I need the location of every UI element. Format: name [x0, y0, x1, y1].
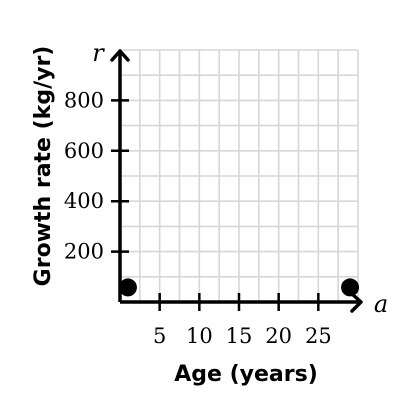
x-tick-label: 25	[305, 324, 332, 348]
x-axis-arrow	[350, 292, 363, 313]
x-tick-label: 15	[226, 324, 253, 348]
y-tick-label: 200	[64, 240, 104, 264]
x-tick-label: 10	[186, 324, 213, 348]
x-tick-label: 5	[153, 324, 166, 348]
x-axis-variable: a	[374, 290, 388, 318]
grid	[120, 49, 359, 302]
axes	[110, 49, 363, 313]
data-point	[341, 278, 360, 297]
y-tick-label: 800	[64, 88, 104, 112]
y-axis-arrow	[110, 49, 130, 62]
y-axis-variable: r	[92, 39, 105, 67]
x-tick-label: 20	[265, 324, 292, 348]
data-points	[118, 278, 360, 297]
ticks	[111, 99, 320, 311]
y-axis-title: Growth rate (kg/yr)	[31, 46, 56, 287]
y-tick-label: 400	[64, 189, 104, 213]
y-tick-label: 600	[64, 139, 104, 163]
x-axis-title: Age (years)	[174, 362, 318, 387]
data-point	[118, 278, 137, 297]
tick-labels: 5 10 15 20 25 200 400 600 800	[64, 88, 332, 348]
